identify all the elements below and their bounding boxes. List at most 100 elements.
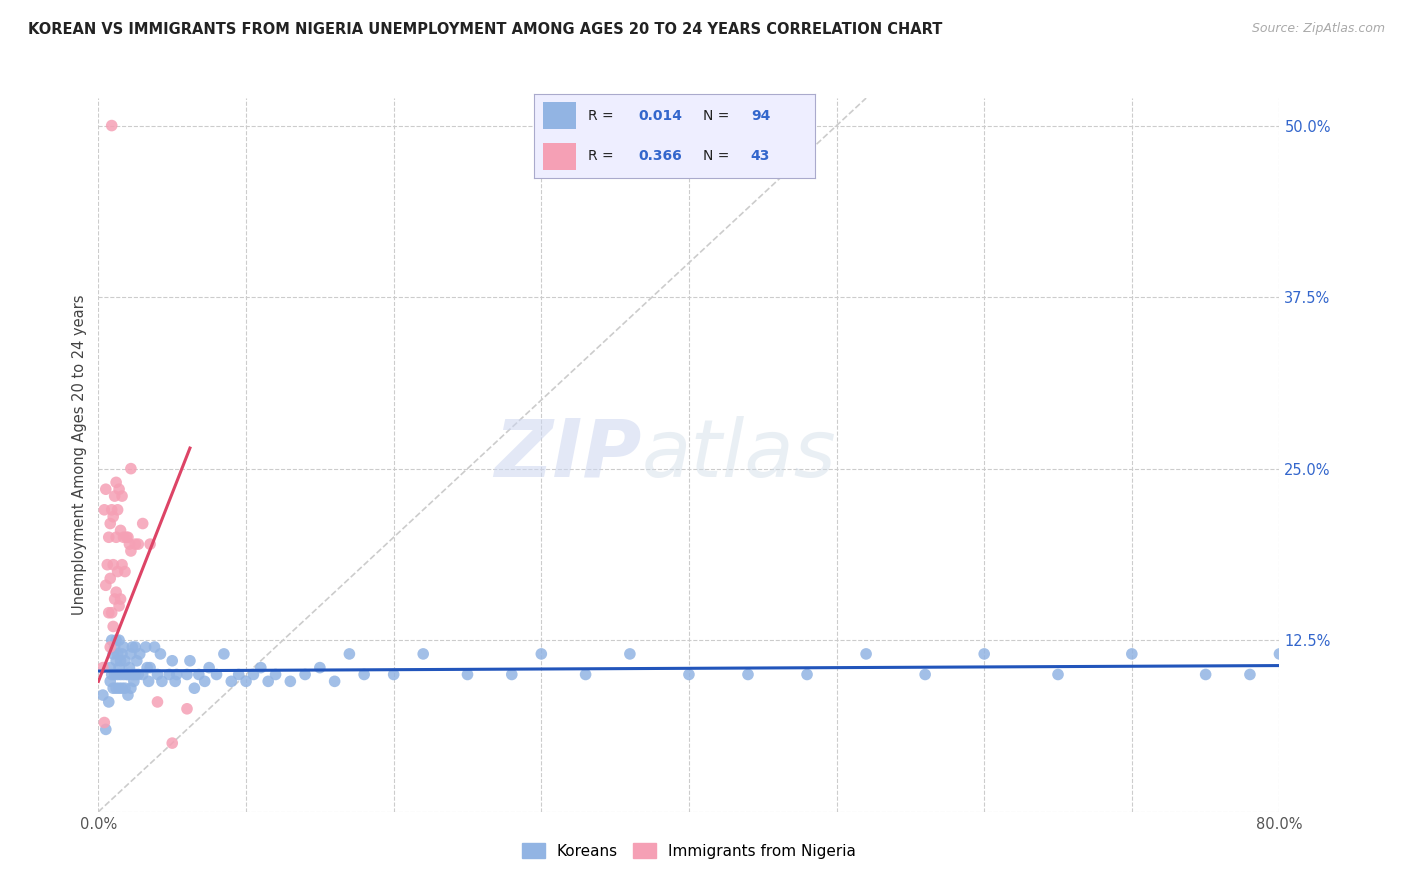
Point bbox=[136, 660, 159, 674]
Text: 0.014: 0.014 bbox=[638, 109, 682, 123]
Point bbox=[120, 461, 142, 475]
Point bbox=[242, 667, 264, 681]
Point bbox=[135, 640, 157, 654]
Text: R =: R = bbox=[588, 149, 617, 163]
Point bbox=[264, 667, 287, 681]
Point bbox=[198, 660, 221, 674]
Point bbox=[278, 674, 302, 689]
Point bbox=[187, 667, 209, 681]
Text: KOREAN VS IMMIGRANTS FROM NIGERIA UNEMPLOYMENT AMONG AGES 20 TO 24 YEARS CORRELA: KOREAN VS IMMIGRANTS FROM NIGERIA UNEMPL… bbox=[28, 22, 942, 37]
Point bbox=[124, 640, 146, 654]
Point bbox=[103, 681, 125, 696]
Point bbox=[143, 640, 166, 654]
Point bbox=[250, 660, 273, 674]
Y-axis label: Unemployment Among Ages 20 to 24 years: Unemployment Among Ages 20 to 24 years bbox=[72, 294, 87, 615]
Point bbox=[162, 654, 183, 668]
Point bbox=[205, 667, 228, 681]
Point bbox=[114, 565, 136, 579]
Point bbox=[108, 599, 131, 613]
Point bbox=[139, 660, 162, 674]
Point bbox=[855, 647, 877, 661]
Point bbox=[121, 640, 143, 654]
Point bbox=[105, 681, 128, 696]
Point bbox=[114, 681, 136, 696]
Point bbox=[103, 509, 125, 524]
Point bbox=[114, 654, 136, 668]
Point bbox=[108, 482, 131, 496]
Point bbox=[107, 565, 129, 579]
Point bbox=[107, 503, 129, 517]
Point bbox=[353, 667, 375, 681]
Point bbox=[125, 654, 148, 668]
Point bbox=[97, 695, 120, 709]
Point bbox=[120, 681, 142, 696]
Point bbox=[228, 667, 250, 681]
Legend: Koreans, Immigrants from Nigeria: Koreans, Immigrants from Nigeria bbox=[516, 837, 862, 864]
Point bbox=[93, 715, 115, 730]
Point bbox=[115, 667, 138, 681]
Point bbox=[94, 482, 117, 496]
Point bbox=[412, 647, 434, 661]
Point bbox=[120, 544, 142, 558]
Point bbox=[117, 530, 139, 544]
Point bbox=[112, 667, 135, 681]
Point bbox=[97, 530, 120, 544]
Point bbox=[120, 647, 142, 661]
Point bbox=[112, 640, 135, 654]
Point bbox=[127, 537, 149, 551]
Point bbox=[132, 516, 155, 531]
Point bbox=[124, 537, 146, 551]
Point bbox=[104, 640, 127, 654]
Point bbox=[115, 530, 138, 544]
Point bbox=[110, 524, 132, 538]
Point bbox=[456, 667, 478, 681]
Text: R =: R = bbox=[588, 109, 617, 123]
Point bbox=[110, 654, 132, 668]
Point bbox=[91, 660, 114, 674]
Point bbox=[796, 667, 818, 681]
Point bbox=[1046, 667, 1069, 681]
Point bbox=[96, 558, 118, 572]
Point bbox=[104, 667, 127, 681]
Text: 0.366: 0.366 bbox=[638, 149, 682, 163]
Point bbox=[93, 503, 115, 517]
Point bbox=[111, 489, 134, 503]
Point bbox=[257, 674, 280, 689]
Point bbox=[110, 592, 132, 607]
Point bbox=[914, 667, 936, 681]
Point bbox=[118, 537, 141, 551]
Point bbox=[179, 654, 201, 668]
Point bbox=[91, 688, 114, 702]
Point bbox=[149, 647, 172, 661]
Point bbox=[501, 667, 523, 681]
Point bbox=[132, 667, 155, 681]
Point bbox=[105, 475, 128, 490]
Point bbox=[111, 647, 134, 661]
Point bbox=[219, 674, 242, 689]
Point bbox=[100, 633, 122, 648]
Point bbox=[97, 606, 120, 620]
Text: atlas: atlas bbox=[641, 416, 837, 494]
Point bbox=[107, 667, 129, 681]
Point bbox=[105, 633, 128, 648]
Point bbox=[530, 647, 553, 661]
Point bbox=[166, 667, 188, 681]
Point bbox=[337, 647, 360, 661]
Point bbox=[94, 723, 117, 737]
Point bbox=[138, 674, 160, 689]
Point bbox=[973, 647, 995, 661]
Point bbox=[323, 674, 346, 689]
Point bbox=[150, 674, 173, 689]
FancyBboxPatch shape bbox=[543, 143, 576, 169]
Point bbox=[678, 667, 700, 681]
Point bbox=[104, 489, 127, 503]
Text: N =: N = bbox=[703, 109, 734, 123]
Point bbox=[100, 119, 122, 133]
Point bbox=[107, 647, 129, 661]
Point bbox=[98, 516, 121, 531]
Point bbox=[194, 674, 217, 689]
Point bbox=[294, 667, 316, 681]
Point bbox=[98, 571, 121, 585]
Point bbox=[139, 537, 162, 551]
Point bbox=[1239, 667, 1261, 681]
